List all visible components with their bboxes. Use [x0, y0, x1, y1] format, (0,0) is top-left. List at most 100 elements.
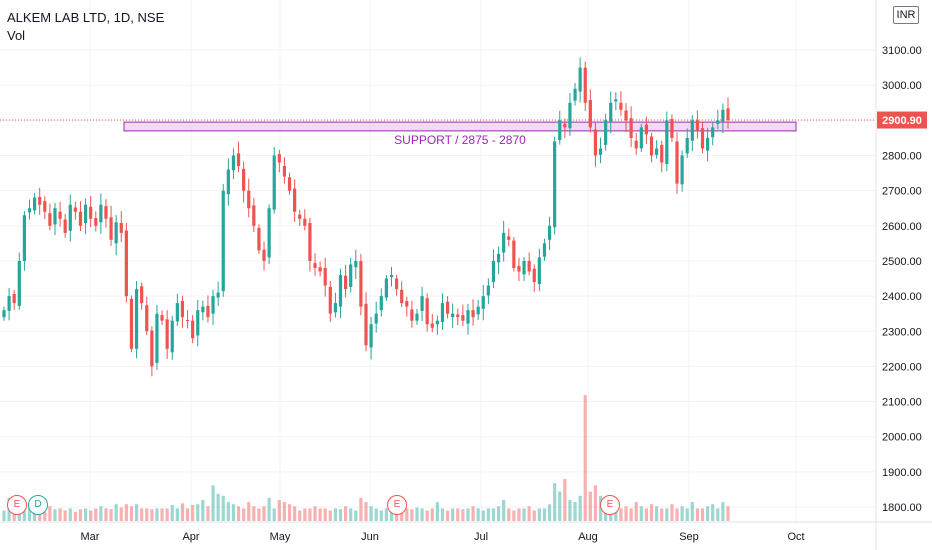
volume-bar: [257, 508, 261, 521]
candle-body: [496, 253, 501, 263]
volume-bar: [578, 495, 582, 521]
candle-body: [140, 286, 144, 304]
candle-body: [267, 208, 271, 258]
candle-body: [53, 208, 57, 225]
volume-bar: [191, 505, 195, 521]
candle-body: [94, 218, 98, 226]
candle-body: [415, 313, 419, 321]
candle-body: [649, 136, 654, 156]
candle-body: [486, 285, 490, 296]
candle-body: [598, 148, 603, 155]
volume-bar: [660, 508, 664, 521]
earnings-marker[interactable]: E: [387, 495, 407, 515]
volume-bar: [328, 510, 332, 521]
time-tick-label: Apr: [182, 531, 199, 543]
volume-bar: [211, 485, 215, 521]
candle-body: [129, 298, 134, 349]
candle-body: [89, 206, 93, 219]
volume-bar: [78, 509, 83, 521]
candle-body: [134, 289, 139, 349]
volume-bar: [140, 508, 144, 521]
volume-bar: [287, 504, 292, 521]
earnings-marker[interactable]: E: [600, 495, 620, 515]
candle-body: [374, 313, 378, 324]
volume-bar: [563, 479, 567, 521]
volume-bar: [68, 508, 72, 521]
candle-body: [410, 309, 414, 321]
volume-bar: [114, 504, 118, 521]
volume-bar: [145, 508, 149, 521]
price-tick-label: 2200.00: [882, 361, 922, 373]
volume-bar: [155, 508, 159, 521]
candle-body: [435, 320, 439, 325]
volume-bar: [354, 510, 358, 521]
symbol-legend[interactable]: ALKEM LAB LTD, 1D, NSE Vol: [7, 10, 164, 44]
volume-bar: [180, 503, 185, 521]
time-axis[interactable]: Mar Apr May Jun Jul Aug Sep Oct: [81, 531, 805, 543]
candle-body: [359, 260, 363, 307]
candle-body: [104, 206, 108, 219]
candle-body: [517, 265, 521, 272]
volume-bar: [542, 508, 547, 521]
volume-bar: [48, 506, 52, 521]
volume-bar: [400, 508, 404, 521]
volume-bar: [568, 500, 572, 521]
currency-label[interactable]: INR: [893, 6, 919, 24]
candle-body: [160, 315, 164, 321]
time-tick-label: Sep: [679, 531, 699, 543]
volume-bar: [221, 495, 225, 521]
candle-body: [726, 108, 730, 121]
candle-body: [583, 67, 587, 103]
candle-body: [547, 225, 552, 240]
time-tick-label: Oct: [787, 531, 804, 543]
earnings-marker[interactable]: E: [7, 495, 27, 515]
dividend-marker[interactable]: D: [28, 495, 48, 515]
candle-body: [629, 118, 633, 138]
volume-bar: [99, 506, 103, 521]
volume-bar: [527, 506, 531, 521]
candle-body: [231, 155, 236, 171]
volume-bar: [170, 505, 174, 521]
candle-body: [7, 296, 11, 311]
volume-bar: [655, 506, 659, 521]
volume-bar: [593, 485, 598, 521]
candle-body: [680, 155, 684, 185]
time-tick-label: Mar: [81, 531, 100, 543]
volume-bar: [507, 508, 511, 521]
price-tick-label: 2700.00: [882, 186, 922, 198]
volume-bar: [236, 506, 241, 521]
volume-bar: [104, 508, 108, 521]
candle-body: [609, 102, 613, 122]
candle-body: [318, 267, 322, 272]
price-tick-label: 2100.00: [882, 397, 922, 409]
candle-body: [32, 197, 37, 211]
candle-body: [180, 301, 185, 318]
candle-body: [308, 222, 312, 261]
candle-body: [660, 144, 664, 163]
volume-bar: [420, 508, 424, 521]
volume-bar: [456, 508, 460, 521]
candle-body: [293, 188, 297, 212]
candle-body: [277, 154, 281, 163]
candle-body: [262, 249, 266, 261]
volume-bar: [553, 483, 557, 521]
volume-bar: [303, 508, 307, 521]
time-tick-label: Aug: [578, 531, 598, 543]
volume-bar: [711, 504, 715, 521]
candle-body: [287, 177, 292, 191]
candle-body: [124, 230, 128, 297]
candle-body: [221, 190, 225, 292]
candlestick-series: [2, 57, 730, 377]
volume-bar: [619, 508, 623, 521]
volume-bar: [226, 502, 230, 521]
support-zone-rectangle[interactable]: [123, 121, 797, 132]
volume-bars: [2, 395, 730, 521]
candle-body: [22, 215, 26, 261]
volume-bar: [629, 508, 633, 521]
volume-bar: [313, 506, 317, 521]
candle-body: [257, 227, 261, 251]
candle-body: [48, 213, 52, 226]
candle-body: [155, 313, 159, 363]
price-axis[interactable]: 1800.00 1900.00 2000.00 2100.00 2200.00 2300.…: [882, 45, 922, 514]
